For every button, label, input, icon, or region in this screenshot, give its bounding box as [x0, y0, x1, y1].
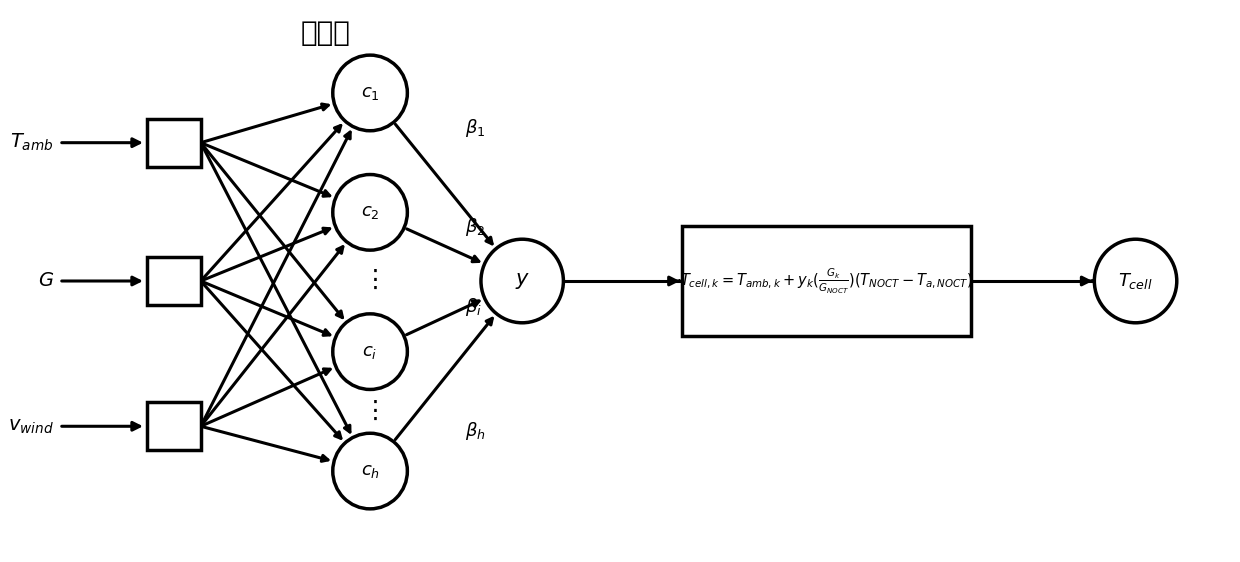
Bar: [146, 257, 201, 305]
Circle shape: [332, 314, 408, 389]
Text: $T_{cell,k}=T_{amb,k}+y_k(\frac{G_k}{G_{NOCT}})(T_{NOCT}-T_{a,NOCT})$: $T_{cell,k}=T_{amb,k}+y_k(\frac{G_k}{G_{…: [680, 266, 973, 296]
Text: $\beta_h$: $\beta_h$: [465, 420, 486, 442]
Bar: [146, 119, 201, 166]
Text: $v_{wind}$: $v_{wind}$: [9, 417, 55, 436]
Bar: [146, 402, 201, 450]
Text: $T_{cell}$: $T_{cell}$: [1118, 271, 1153, 291]
Text: 隐含层: 隐含层: [301, 19, 351, 47]
Text: $c_2$: $c_2$: [361, 203, 379, 221]
Bar: [682, 226, 971, 336]
Circle shape: [1095, 239, 1177, 323]
Text: $\beta_i$: $\beta_i$: [465, 296, 482, 318]
Circle shape: [332, 433, 408, 509]
Text: $y$: $y$: [515, 271, 529, 291]
Text: $c_h$: $c_h$: [361, 462, 379, 480]
Text: $\vdots$: $\vdots$: [362, 400, 378, 423]
Circle shape: [332, 175, 408, 250]
Text: $c_i$: $c_i$: [362, 343, 378, 361]
Text: $\beta_1$: $\beta_1$: [465, 117, 486, 139]
Circle shape: [481, 239, 563, 323]
Text: $\vdots$: $\vdots$: [362, 268, 378, 292]
Text: $T_{amb}$: $T_{amb}$: [10, 132, 55, 153]
Text: $G$: $G$: [38, 271, 55, 291]
Circle shape: [332, 55, 408, 131]
Text: $c_1$: $c_1$: [361, 84, 379, 102]
Text: $\beta_2$: $\beta_2$: [465, 216, 486, 238]
